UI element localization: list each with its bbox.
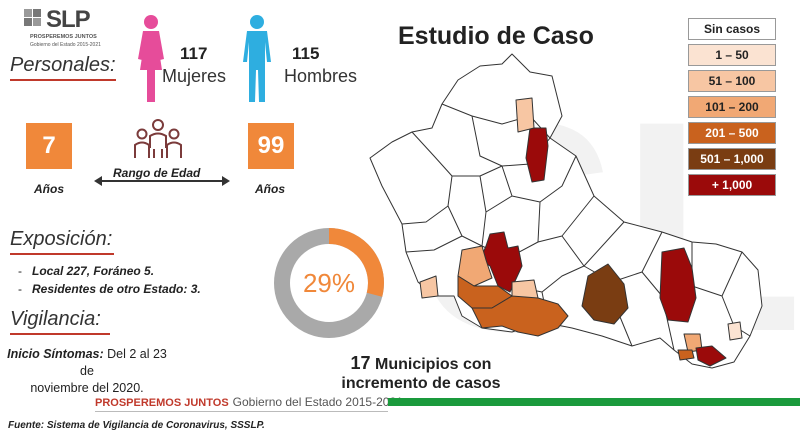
heading-underline [10, 79, 116, 81]
inicio-sintomas-text: Del 2 al 23 de [80, 347, 167, 378]
exposicion-item-text: Local 227, Foráneo 5. [32, 264, 155, 278]
vigilancia-heading-text: Vigilancia: [10, 308, 101, 330]
municipio-light [511, 279, 539, 299]
age-max-box: 99 [248, 123, 294, 169]
municipio-light [419, 275, 439, 299]
heading-underline [10, 253, 114, 255]
personales-heading-text: Personales: [10, 54, 116, 76]
inicio-sintomas: Inicio Síntomas: Del 2 al 23 de noviembr… [2, 346, 172, 397]
inicio-sintomas-label: Inicio Síntomas: [7, 347, 104, 361]
logo-name: SLP [46, 6, 91, 33]
donut-percent-label: 29% [302, 268, 356, 298]
municipios-text2: incremento de casos [341, 375, 501, 392]
heading-underline [10, 333, 110, 335]
exposicion-item: - Local 227, Foráneo 5. [18, 264, 155, 278]
range-label: Rango de Edad [113, 166, 201, 180]
municipios-count: 17 [350, 353, 371, 373]
group-people-icon [134, 119, 182, 158]
mujeres-label: Mujeres [162, 66, 227, 86]
legend-item: 501 – 1,000 [688, 148, 776, 170]
donut-value-arc [274, 228, 384, 338]
footer-green-bar [388, 398, 800, 406]
legend-item: 201 – 500 [688, 122, 776, 144]
logo-subline: Gobierno del Estado 2015-2021 [30, 42, 101, 48]
footer-gov: Gobierno del Estado 2015-2021 [232, 395, 403, 409]
exposicion-heading-text: Exposición: [10, 228, 113, 250]
percent-donut [274, 228, 384, 338]
footer-brand: PROSPEREMOS JUNTOS Gobierno del Estado 20… [95, 395, 403, 409]
inicio-sintomas-text2: noviembre del 2020. [30, 381, 144, 395]
mujeres-count: 117 [180, 44, 208, 63]
source-note: Fuente: Sistema de Vigilancia de Coronav… [8, 420, 265, 431]
choropleth-map [369, 53, 763, 369]
hombres-label: Hombres [284, 66, 358, 86]
male-figure-icon [243, 15, 271, 102]
municipios-text: 17 Municipios con incremento de casos [326, 354, 516, 393]
state-outline [369, 53, 763, 369]
legend-item: 101 – 200 [688, 96, 776, 118]
municipio-dark-brown [581, 263, 629, 325]
footer-brand-name: PROSPEREMOS JUNTOS [95, 397, 229, 409]
legend-item: 51 – 100 [688, 70, 776, 92]
legend-item: + 1,000 [688, 174, 776, 196]
arrow-left-icon [94, 176, 102, 186]
municipio-dark-red [659, 247, 697, 323]
arrow-right-icon [222, 176, 230, 186]
exposicion-heading: Exposición: [10, 228, 114, 255]
municipio-light [515, 97, 535, 133]
municipios-text1: Municipios con [370, 356, 492, 373]
logo-mark-icon [24, 9, 41, 26]
vigilancia-heading: Vigilancia: [10, 308, 110, 335]
logo-tagline: PROSPEREMOS JUNTOS [30, 34, 97, 40]
footer-divider [95, 411, 388, 412]
municipio-dark-red [695, 345, 727, 367]
age-max-label: Años [255, 182, 285, 196]
map-legend: Sin casos 1 – 50 51 – 100 101 – 200 201 – 50… [685, 18, 778, 200]
female-figure-icon [138, 15, 164, 102]
legend-item: Sin casos [688, 18, 776, 40]
municipio-dark-red [525, 127, 549, 183]
range-line [100, 180, 224, 182]
legend-item: 1 – 50 [688, 44, 776, 66]
age-min-box: 7 [26, 123, 72, 169]
municipio-brown [677, 349, 695, 361]
personales-heading: Personales: [10, 54, 116, 81]
page-title: Estudio de Caso [398, 22, 594, 50]
exposicion-item: - Residentes de otro Estado: 3. [18, 282, 201, 296]
age-min-label: Años [34, 182, 64, 196]
municipio-brown [471, 295, 569, 337]
municipio-light [727, 321, 743, 341]
exposicion-item-text: Residentes de otro Estado: 3. [32, 282, 201, 296]
slp-logo: SLP PROSPEREMOS JUNTOS Gobierno del Esta… [22, 6, 112, 52]
hombres-count: 115 [292, 44, 320, 63]
